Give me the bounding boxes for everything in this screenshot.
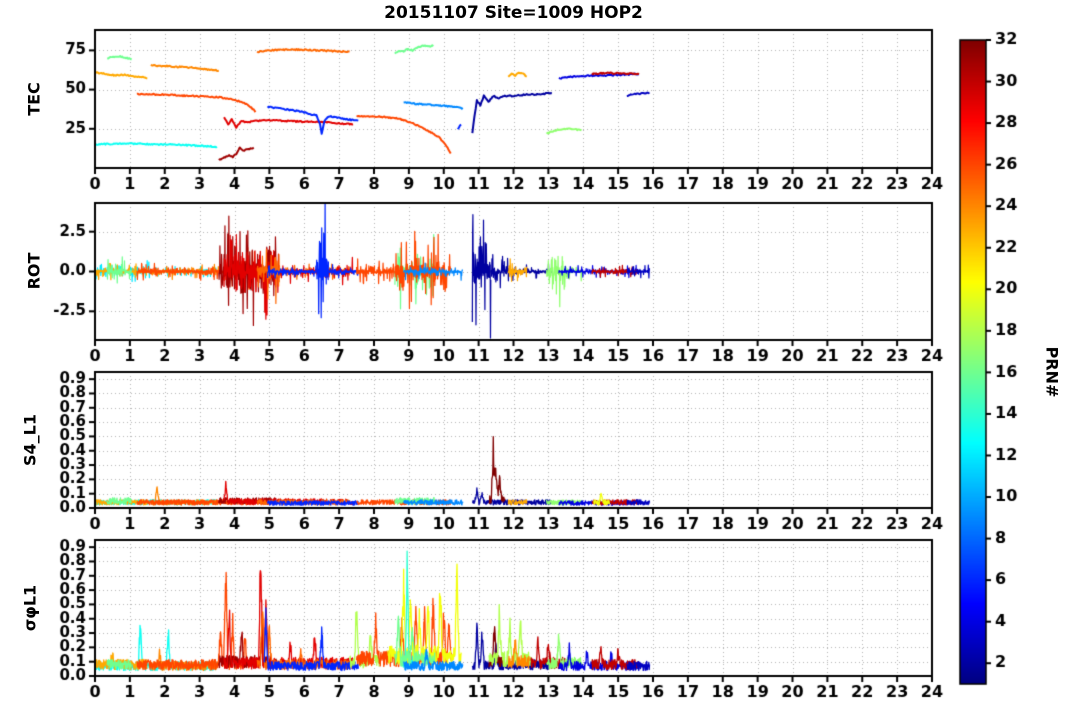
sigma-phi-plot-canvas bbox=[47, 538, 947, 708]
ylabel-tec: TEC bbox=[24, 82, 44, 116]
tec-plot-canvas bbox=[47, 28, 947, 200]
rot-plot-canvas bbox=[47, 201, 947, 372]
chart-title: 20151107 Site=1009 HOP2 bbox=[384, 3, 643, 23]
s4-plot-canvas bbox=[47, 370, 947, 540]
ylabel-rot: ROT bbox=[24, 252, 44, 290]
ylabel-s4-l1: S4_L1 bbox=[20, 414, 40, 466]
ylabel-sigma-phi-l1: σφL1 bbox=[20, 584, 40, 632]
prn-colorbar-canvas bbox=[950, 30, 1060, 694]
colorbar-label: PRN# bbox=[1042, 346, 1062, 398]
